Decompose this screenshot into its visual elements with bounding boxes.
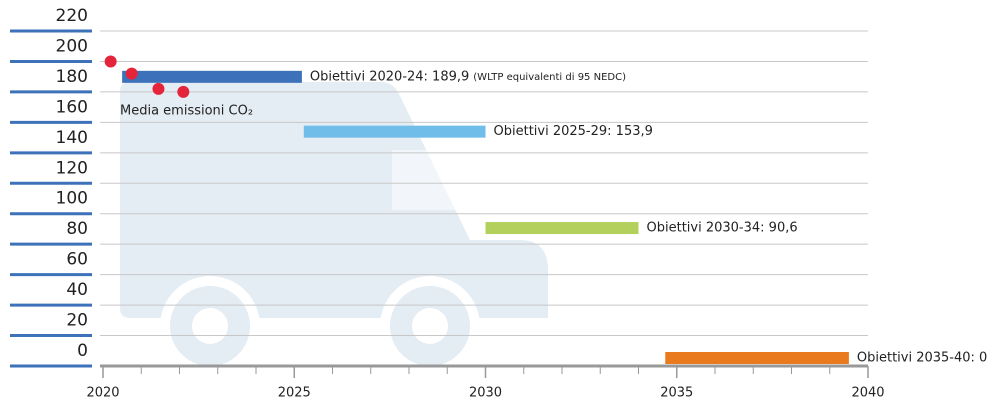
y-tick-label: 140	[56, 128, 88, 148]
target-bar	[485, 222, 639, 235]
y-tick-label: 160	[56, 97, 88, 117]
emission-point	[177, 85, 190, 98]
target-bar	[122, 70, 302, 83]
x-tick-label: 2020	[86, 386, 119, 401]
annotation: Media emissioni CO₂	[120, 104, 253, 119]
y-tick-label: 100	[56, 189, 88, 209]
emission-point	[104, 55, 117, 68]
y-tick-label: 80	[66, 219, 88, 239]
target-label: Obiettivi 2020-24: 189,9	[310, 69, 469, 84]
x-tick-label: 2030	[469, 386, 502, 401]
target-bar	[303, 125, 486, 138]
emission-point	[125, 67, 138, 80]
y-tick-label: 0	[77, 341, 88, 361]
y-tick-label: 60	[66, 250, 88, 270]
target-bar	[665, 352, 849, 364]
emission-point	[152, 82, 165, 95]
x-tick-label: 2040	[851, 386, 884, 401]
y-tick-label: 220	[56, 6, 88, 26]
target-note: (WLTP equivalenti di 95 NEDC)	[473, 72, 626, 83]
target-label: Obiettivi 2030-34: 90,6	[647, 221, 798, 236]
target-label: Obiettivi 2035-40: 0	[857, 351, 987, 366]
van-silhouette	[120, 82, 548, 376]
y-tick-label: 180	[56, 67, 88, 87]
y-tick-label: 20	[66, 311, 88, 331]
x-tick-label: 2035	[660, 386, 693, 401]
target-label: Obiettivi 2025-29: 153,9	[494, 124, 653, 139]
y-tick-label: 120	[56, 158, 88, 178]
x-tick-label: 2025	[278, 386, 311, 401]
y-tick-label: 200	[56, 36, 88, 56]
y-tick-label: 40	[66, 280, 88, 300]
